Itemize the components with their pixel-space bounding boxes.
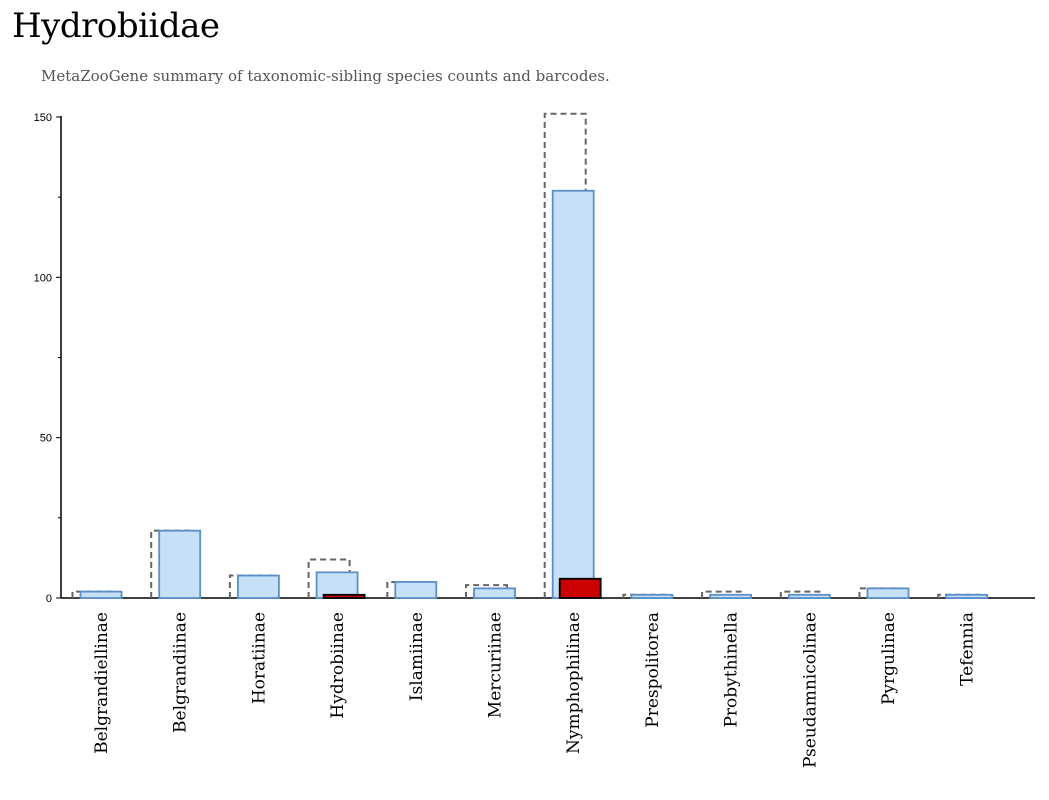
species-bar <box>945 593 989 599</box>
category-label: Probythinella <box>722 612 742 728</box>
category-label: Tefennia <box>958 612 978 686</box>
total-outline-bar <box>543 112 587 598</box>
category-label: Horatiinae <box>249 612 269 704</box>
species-bar <box>158 529 202 599</box>
species-bar <box>787 593 831 599</box>
category-label: Pseudamnicolinae <box>800 612 820 768</box>
page-subtitle: MetaZooGene summary of taxonomic-sibling… <box>41 67 610 85</box>
y-tick-label: 0 <box>46 593 52 605</box>
chart-bars <box>71 112 989 599</box>
category-label: Belgrandiinae <box>171 612 191 733</box>
species-bar <box>551 189 595 599</box>
chart-category-labels: Belgrandiellinae Belgrandiinae Horatiinae H… <box>92 612 978 768</box>
species-bar <box>630 593 674 599</box>
category-label: Islamiinae <box>407 612 427 701</box>
species-bar <box>236 574 280 599</box>
category-label: Prespolitorea <box>643 612 663 728</box>
species-bar <box>709 593 752 599</box>
category-label: Belgrandiellinae <box>92 612 112 754</box>
category-label: Hydrobiinae <box>328 612 348 719</box>
species-bar <box>866 587 910 599</box>
species-bar <box>315 571 359 599</box>
category-label: Nymphophilinae <box>564 612 584 754</box>
y-tick-label: 100 <box>34 272 52 284</box>
y-tick-label: 150 <box>34 112 52 124</box>
y-tick-label: 50 <box>40 433 52 445</box>
barcode-bar <box>558 577 602 599</box>
page-title: Hydrobiidae <box>12 6 220 46</box>
category-label: Pyrgulinae <box>879 612 899 705</box>
species-bar <box>79 590 123 599</box>
species-bar <box>473 587 516 599</box>
barcode-bar <box>322 593 366 599</box>
species-bar <box>394 581 438 599</box>
category-label: Mercuriinae <box>486 612 506 718</box>
